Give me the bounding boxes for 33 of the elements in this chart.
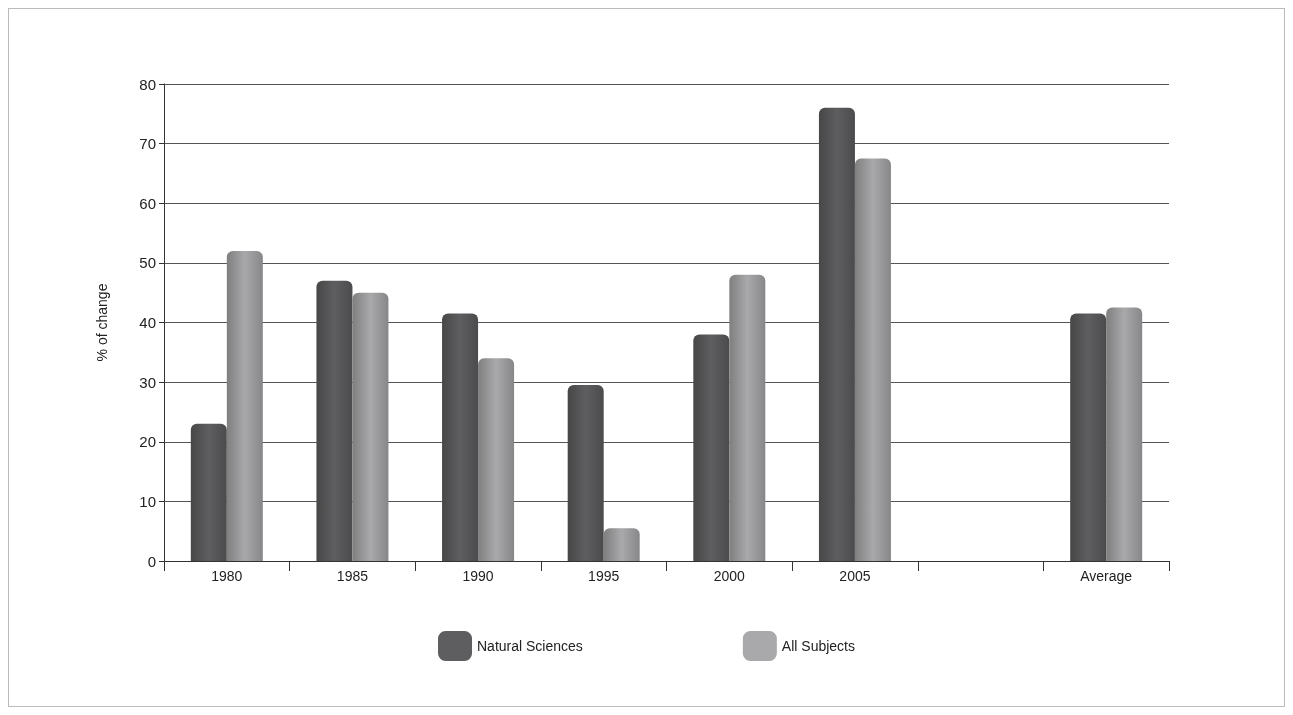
bar: [316, 280, 353, 561]
y-tick-label: 20: [139, 433, 156, 451]
y-tick-label: 0: [147, 552, 156, 570]
y-tick-label: 80: [139, 75, 156, 93]
bar: [1070, 313, 1107, 561]
y-tick-label: 50: [139, 254, 156, 272]
bar: [442, 313, 479, 561]
y-tick-label: 10: [139, 492, 156, 510]
legend-label: Natural Sciences: [477, 638, 583, 654]
bar: [478, 358, 515, 561]
bar: [352, 292, 389, 561]
bar: [226, 250, 263, 561]
y-axis-title: % of change: [94, 283, 110, 362]
bar: [854, 158, 891, 561]
x-tick-label: 1985: [336, 568, 369, 584]
y-tick-label: 30: [139, 373, 156, 391]
x-tick-label: 2000: [713, 568, 746, 584]
legend-label: All Subjects: [781, 638, 855, 654]
x-tick-label: 1990: [462, 568, 494, 584]
bar: [567, 385, 604, 561]
y-tick-label: 60: [139, 194, 156, 212]
x-tick-label: 1980: [211, 568, 243, 584]
bar: [729, 274, 766, 561]
bar: [603, 528, 640, 561]
x-tick-label: 1995: [588, 568, 620, 584]
bar: [818, 107, 855, 561]
x-tick-label: 2005: [839, 568, 871, 584]
bar: [190, 423, 227, 561]
bar: [693, 334, 730, 561]
y-tick-label: 40: [139, 314, 156, 331]
x-tick-label: Average: [1080, 568, 1133, 584]
bar: [1106, 307, 1143, 561]
y-tick-label: 70: [139, 135, 156, 153]
